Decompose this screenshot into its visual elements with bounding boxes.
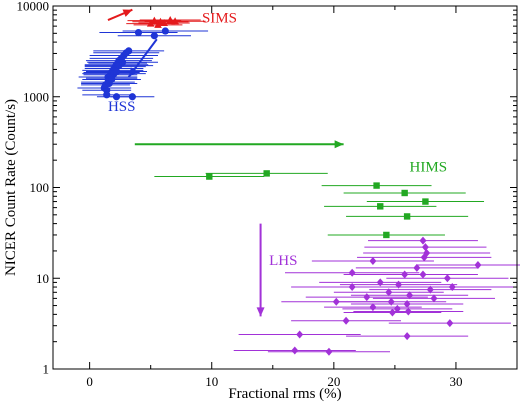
hims-point xyxy=(206,173,213,180)
lhs-point xyxy=(419,270,427,279)
transition-arrow xyxy=(256,223,265,317)
hss-point xyxy=(128,93,136,101)
hims-series: HIMS xyxy=(154,160,485,239)
arrow-head xyxy=(334,140,344,149)
x-tick-label: 30 xyxy=(449,374,462,389)
lhs-point xyxy=(296,330,304,339)
lhs-point xyxy=(363,293,371,302)
y-tick-label: 1000 xyxy=(23,89,49,104)
hss-label: HSS xyxy=(108,99,136,115)
lhs-point xyxy=(430,294,438,303)
lhs-point xyxy=(419,236,427,245)
arrow-head xyxy=(256,307,265,317)
axes: 0 10 20 30 1 10 100 1000 10000 xyxy=(17,0,518,389)
lhs-point xyxy=(342,316,350,325)
x-tick-label: 0 xyxy=(86,374,93,389)
y-tick-label: 100 xyxy=(30,180,50,195)
lhs-point xyxy=(393,304,401,313)
hss-point xyxy=(150,32,158,40)
x-axis-label: Fractional rms (%) xyxy=(228,386,341,402)
lhs-point xyxy=(426,285,434,294)
hims-label: HIMS xyxy=(410,160,448,176)
lhs-point xyxy=(369,256,377,265)
sims-point xyxy=(171,17,179,25)
y-tick-label: 1 xyxy=(43,362,50,377)
hims-point xyxy=(422,198,429,205)
lhs-point xyxy=(404,307,412,316)
lhs-point xyxy=(474,260,482,269)
lhs-point xyxy=(448,283,456,292)
transition-arrow xyxy=(134,140,344,149)
lhs-point xyxy=(403,332,411,341)
lhs-point xyxy=(388,308,396,317)
hss-point xyxy=(108,75,116,84)
lhs-point xyxy=(291,346,299,355)
sims-series: SIMS xyxy=(126,10,237,28)
hss-point xyxy=(134,28,143,37)
hims-point xyxy=(263,170,270,177)
lhs-point xyxy=(385,288,393,297)
sims-label: SIMS xyxy=(202,10,237,26)
lhs-point xyxy=(348,283,356,292)
transition-arrow xyxy=(107,8,133,21)
lhs-point xyxy=(403,300,411,309)
sims-point xyxy=(160,18,168,26)
lhs-point xyxy=(348,268,356,277)
hss-point xyxy=(125,47,133,55)
hims-point xyxy=(403,213,411,220)
hss-point xyxy=(119,58,127,66)
hims-point xyxy=(383,231,390,239)
lhs-series: LHS xyxy=(233,236,520,356)
hss-point xyxy=(112,67,121,76)
x-tick-label: 10 xyxy=(205,374,218,389)
x-tick-label: 20 xyxy=(327,374,340,389)
lhs-point xyxy=(376,278,384,287)
lhs-point xyxy=(325,347,333,356)
chart-marks: HSS SIMS HIMS LHS xyxy=(77,8,520,356)
hss-series: HSS xyxy=(77,27,209,115)
hss-point xyxy=(103,91,111,99)
hss-point xyxy=(161,27,169,35)
y-axis-label: NICER Count Rate (Count/s) xyxy=(3,99,19,276)
lhs-point xyxy=(421,243,429,252)
lhs-point xyxy=(443,274,451,283)
y-tick-label: 10000 xyxy=(17,0,50,14)
hims-point xyxy=(401,189,408,197)
lhs-label: LHS xyxy=(269,253,297,269)
arrow-head xyxy=(122,9,133,17)
hims-point xyxy=(377,203,384,210)
lhs-point xyxy=(387,297,395,306)
arrow-head xyxy=(128,67,138,78)
hims-point xyxy=(373,182,380,189)
lhs-point xyxy=(420,253,428,262)
transition-arrow xyxy=(127,38,158,78)
y-tick-label: 10 xyxy=(36,271,49,286)
lhs-point xyxy=(446,319,454,328)
lhs-point xyxy=(423,248,431,257)
lhs-point xyxy=(413,263,421,272)
